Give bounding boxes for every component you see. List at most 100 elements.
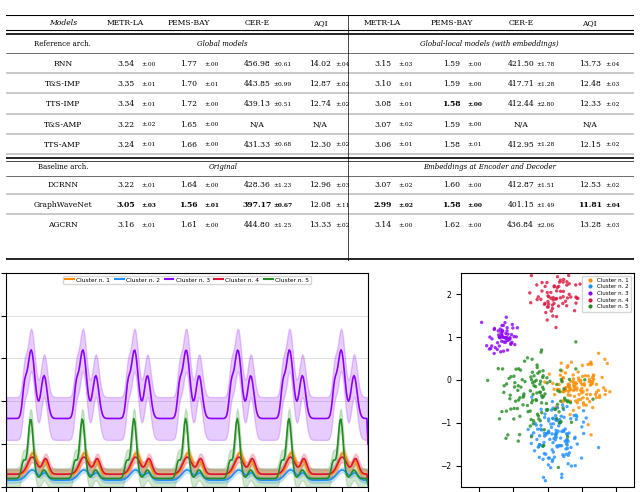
Text: ±1.25: ±1.25 <box>273 223 291 228</box>
Cluster n. 4 <box>558 278 568 286</box>
Text: ±.00: ±.00 <box>204 62 218 66</box>
Cluster n. 5 <box>532 364 542 371</box>
Text: 14.02: 14.02 <box>309 60 331 68</box>
Cluster n. 2 <box>530 419 540 427</box>
Cluster n. 2 <box>559 406 569 414</box>
Cluster n. 1 <box>303 465 310 471</box>
Cluster n. 1 <box>558 374 568 382</box>
Cluster n. 1 <box>566 377 576 385</box>
Cluster n. 4 <box>552 283 563 291</box>
Cluster n. 4 <box>552 273 563 280</box>
Cluster n. 2 <box>570 434 580 442</box>
Cluster n. 2 <box>556 412 566 420</box>
Cluster n. 1 <box>591 388 602 396</box>
Cluster n. 2 <box>538 456 548 463</box>
Text: 12.48: 12.48 <box>579 80 600 88</box>
Cluster n. 1 <box>583 372 593 380</box>
Cluster n. 4 <box>547 305 557 312</box>
Text: 11.81: 11.81 <box>578 201 602 209</box>
Cluster n. 5 <box>588 395 598 403</box>
Cluster n. 2 <box>572 413 582 421</box>
Cluster n. 2 <box>571 415 581 423</box>
Cluster n. 1 <box>556 371 566 379</box>
Cluster n. 4 <box>3 471 10 477</box>
Cluster n. 1 <box>205 471 213 477</box>
Cluster n. 4 <box>536 295 546 303</box>
Text: ±.02: ±.02 <box>398 203 413 208</box>
Cluster n. 3 <box>502 334 513 342</box>
Cluster n. 1 <box>595 392 605 400</box>
Cluster n. 1 <box>602 360 612 368</box>
Cluster n. 5 <box>534 415 544 423</box>
Text: ±.02: ±.02 <box>605 102 620 107</box>
Cluster n. 3 <box>498 328 508 336</box>
Cluster n. 3 <box>487 335 497 343</box>
Text: 417.71: 417.71 <box>508 80 534 88</box>
Cluster n. 4 <box>525 299 536 307</box>
Cluster n. 2 <box>563 438 573 446</box>
Cluster n. 1 <box>554 380 564 388</box>
Text: Reference arch.: Reference arch. <box>35 40 92 48</box>
Cluster n. 3 <box>481 342 492 350</box>
Cluster n. 2 <box>523 426 533 433</box>
Cluster n. 1 <box>575 396 586 403</box>
Cluster n. 4 <box>540 301 550 308</box>
Cluster n. 2 <box>557 451 568 459</box>
Cluster n. 1 <box>556 359 566 367</box>
Text: 1.70: 1.70 <box>180 80 196 88</box>
Cluster n. 5 <box>505 391 515 399</box>
Cluster n. 2 <box>571 411 581 419</box>
Cluster n. 3 <box>497 333 508 341</box>
Cluster n. 1 <box>557 388 568 396</box>
Cluster n. 2 <box>563 460 573 468</box>
Cluster n. 2 <box>526 439 536 447</box>
Cluster n. 3 <box>489 349 499 357</box>
Text: ±0.68: ±0.68 <box>273 142 291 148</box>
Text: 1.77: 1.77 <box>180 60 196 68</box>
Cluster n. 1 <box>588 374 598 382</box>
Cluster n. 3 <box>509 340 520 348</box>
Cluster n. 1 <box>605 388 615 396</box>
Cluster n. 1 <box>572 384 582 392</box>
Text: 401.15: 401.15 <box>508 201 534 209</box>
Cluster n. 1 <box>577 385 587 393</box>
Cluster n. 5 <box>509 379 520 387</box>
Cluster n. 5 <box>525 422 536 430</box>
Cluster n. 4 <box>552 312 562 320</box>
Text: TTS-IMP: TTS-IMP <box>45 100 80 108</box>
Cluster n. 2 <box>553 428 563 435</box>
Text: N/A: N/A <box>582 121 597 129</box>
Text: ±1.49: ±1.49 <box>536 203 555 208</box>
Text: 13.73: 13.73 <box>579 60 601 68</box>
Cluster n. 4 <box>562 278 572 286</box>
Cluster n. 5 <box>111 476 118 482</box>
Cluster n. 5 <box>531 397 541 404</box>
Text: 3.06: 3.06 <box>374 141 391 149</box>
Text: ±.00: ±.00 <box>204 102 218 107</box>
Cluster n. 5 <box>527 379 538 387</box>
Cluster n. 4 <box>554 302 564 310</box>
Cluster n. 1 <box>111 471 118 477</box>
Text: 12.74: 12.74 <box>309 100 331 108</box>
Cluster n. 3 <box>490 325 500 333</box>
Cluster n. 3 <box>509 333 519 340</box>
Cluster n. 1 <box>564 384 575 392</box>
Cluster n. 2 <box>536 426 547 434</box>
Line: Cluster n. 3: Cluster n. 3 <box>6 350 368 444</box>
Cluster n. 2 <box>541 450 551 458</box>
Cluster n. 1 <box>586 391 596 399</box>
Cluster n. 2 <box>559 453 569 461</box>
Cluster n. 5 <box>550 405 561 413</box>
Text: 1.61: 1.61 <box>180 221 196 229</box>
Cluster n. 5 <box>516 383 526 391</box>
Cluster n. 2 <box>7 477 15 483</box>
Cluster n. 5 <box>559 394 570 402</box>
Cluster n. 2 <box>540 430 550 437</box>
Text: 456.98: 456.98 <box>244 60 271 68</box>
Cluster n. 3 <box>497 332 507 339</box>
Cluster n. 1 <box>586 358 596 366</box>
Cluster n. 5 <box>537 394 547 401</box>
Text: ±.04: ±.04 <box>605 62 620 66</box>
Cluster n. 5 <box>509 383 520 391</box>
Cluster n. 2 <box>557 470 567 478</box>
